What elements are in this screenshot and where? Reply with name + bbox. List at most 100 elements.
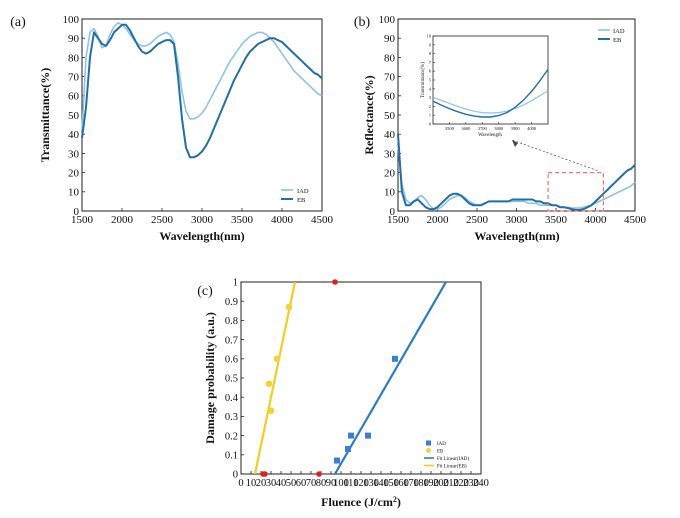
- iad-point: [334, 457, 340, 464]
- x-tick-label: 190: [423, 478, 439, 489]
- x-tick-label: 140: [373, 478, 389, 489]
- red-point: [262, 471, 268, 477]
- x-axis-label-end: ): [397, 495, 401, 509]
- y-tick-label: 30: [68, 148, 80, 160]
- y-axis-label: Reflectance(%): [362, 75, 376, 154]
- y-tick-label: 0: [233, 470, 238, 481]
- inset-y-tick-label: 5: [429, 78, 432, 83]
- x-axis-label: Wavelength(nm): [474, 229, 559, 243]
- legend-iad-label: IAD: [297, 188, 309, 195]
- inset-y-tick-label: 2: [429, 104, 431, 109]
- x-tick-label: 60: [296, 478, 307, 489]
- inset-y-tick-label: 6: [429, 69, 432, 74]
- legend-eb-label: EB: [613, 37, 622, 44]
- iad-point: [345, 446, 351, 453]
- legend-label: Fit Linear(IAD): [437, 457, 469, 462]
- inset-x-tick-label: 3800: [494, 126, 504, 131]
- inset-y-tick-label: 4: [429, 86, 432, 91]
- y-tick-label: 40: [68, 129, 80, 141]
- zoom-arrow-line: [511, 139, 598, 171]
- iad-point: [365, 432, 371, 439]
- x-tick-label: 2500: [466, 214, 489, 226]
- series-eb-line: [397, 134, 636, 211]
- eb-point: [285, 303, 293, 311]
- legend-label: IAD: [437, 442, 446, 447]
- series-iad-line: [81, 22, 323, 131]
- plot-frame: [81, 18, 323, 212]
- y-tick-label: 90: [68, 33, 80, 45]
- x-tick-label: 3000: [191, 214, 214, 226]
- x-tick-label: 50: [286, 478, 297, 489]
- inset-x-axis-label: Wavelength: [478, 133, 502, 138]
- x-tick-label: 230: [463, 478, 479, 489]
- x-axis-label: Wavelength(nm): [159, 229, 244, 243]
- inset-y-tick-label: 7: [429, 60, 432, 65]
- x-tick-label: 2000: [111, 214, 134, 226]
- zoom-box: [547, 172, 604, 212]
- x-tick-label: 2500: [151, 214, 174, 226]
- y-axis-label: Transmittance(%): [38, 68, 52, 162]
- iad-point: [348, 432, 354, 439]
- x-tick-label: 3500: [231, 214, 254, 226]
- red-point: [316, 471, 322, 477]
- chart-c: 0 10 20 30 40 50 60 70 80 90100110120130140150160…: [197, 278, 489, 509]
- fit-line-eb: [253, 282, 297, 474]
- x-tick-label: 4500: [311, 214, 334, 226]
- inset-y-tick-label: 10: [427, 34, 432, 39]
- x-tick-label: 4500: [624, 214, 647, 226]
- inset-eb-line: [432, 68, 549, 118]
- x-tick-label: 10: [246, 478, 257, 489]
- x-tick-label: 210: [443, 478, 459, 489]
- inset-x-tick-label: 3500: [445, 126, 455, 131]
- y-tick-label: 0.3: [225, 412, 238, 423]
- y-tick-label: 100: [63, 14, 80, 26]
- y-tick-label: 1: [233, 278, 238, 289]
- series-eb-line: [81, 23, 323, 159]
- inset-y-tick-label: 3: [429, 95, 432, 100]
- x-tick-label: 4000: [585, 214, 608, 226]
- y-tick-label: 10: [384, 187, 396, 199]
- inset-x-tick-label: 3900: [511, 126, 521, 131]
- panel-label-a: (a): [10, 15, 26, 30]
- y-tick-label: 0.4: [225, 393, 239, 404]
- eb-point: [267, 407, 275, 414]
- y-tick-label: 50: [384, 110, 396, 122]
- fit-lines: [253, 282, 447, 474]
- x-tick-label: 0: [238, 478, 243, 489]
- legend-iad-label: IAD: [613, 28, 625, 35]
- y-tick-label: 90: [384, 33, 396, 45]
- y-tick-label: 80: [384, 52, 396, 64]
- fit-line-iad: [334, 282, 447, 474]
- y-tick-label: 60: [68, 91, 80, 103]
- y-tick-label: 70: [384, 71, 396, 83]
- x-tick-label: 120: [353, 478, 369, 489]
- red-point: [332, 279, 338, 285]
- x-tick-label: 40: [276, 478, 287, 489]
- y-tick-label: 0.8: [225, 316, 238, 327]
- zoom-arrow-head: [512, 140, 518, 147]
- x-axis-label: Fluence (J/cm2): [321, 495, 401, 510]
- panel-label-c: (c): [197, 284, 213, 299]
- legend-label: Fit Linear(EB): [437, 465, 467, 470]
- inset-frame: [432, 35, 549, 125]
- chart-b: 1500 2000 2500 3000 3500 4000 4500010203040506…: [354, 14, 647, 243]
- x-tick-label: 1500: [71, 214, 94, 226]
- x-tick-label: 160: [393, 478, 409, 489]
- inset-y-tick-label: 1: [429, 113, 431, 118]
- x-tick-label: 2000: [427, 214, 450, 226]
- legend-iad-swatch: [426, 440, 431, 446]
- y-tick-label: 0: [74, 206, 80, 218]
- x-tick-label: 1500: [387, 214, 410, 226]
- x-tick-label: 3500: [545, 214, 568, 226]
- y-tick-label: 70: [68, 71, 80, 83]
- y-tick-label: 0.5: [225, 374, 238, 385]
- legend-eb-swatch: [426, 448, 431, 453]
- inset-x-tick-label: 3600: [461, 126, 471, 131]
- x-tick-label: 3000: [506, 214, 529, 226]
- panel-label-b: (b): [354, 15, 371, 30]
- x-tick-label: 150: [383, 478, 399, 489]
- inset-y-tick-label: 8: [429, 51, 432, 56]
- y-axis-label: Damage probability (a.u.): [203, 312, 217, 444]
- y-tick-label: 0.9: [225, 297, 238, 308]
- y-tick-label: 0.7: [225, 335, 238, 346]
